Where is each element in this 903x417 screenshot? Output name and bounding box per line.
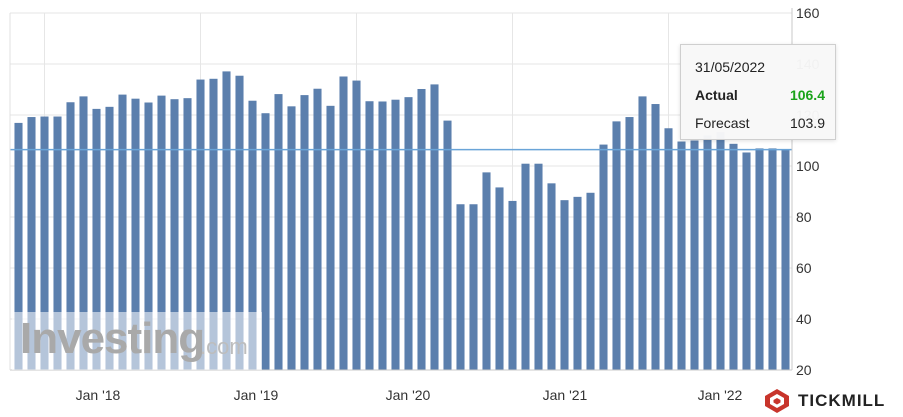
- bar: [768, 148, 777, 370]
- bar: [716, 132, 725, 370]
- tooltip-forecast-value: 103.9: [789, 115, 825, 131]
- tooltip-forecast-row: Forecast 103.9: [695, 115, 825, 131]
- y-tick-label: 60: [796, 260, 812, 276]
- bar: [53, 116, 62, 370]
- bar: [638, 96, 647, 370]
- watermark-suffix: .com: [200, 334, 248, 359]
- brand-name: TICKMILL: [798, 391, 886, 410]
- tooltip-actual-row: Actual 106.4: [695, 87, 825, 103]
- bar: [248, 100, 257, 370]
- tooltip-actual-label: Actual: [695, 87, 738, 103]
- tickmill-logo-icon: [765, 389, 789, 413]
- bar: [755, 148, 764, 370]
- y-tick-label: 20: [796, 362, 812, 378]
- bar: [534, 163, 543, 370]
- y-tick-label: 160: [796, 5, 820, 21]
- bar: [378, 101, 387, 371]
- bar: [326, 105, 335, 370]
- bar: [443, 120, 452, 370]
- bar: [586, 192, 595, 370]
- bar: [469, 204, 478, 370]
- bar: [261, 113, 270, 370]
- bar: [287, 106, 296, 370]
- bar: [690, 140, 699, 370]
- bar: [599, 144, 608, 370]
- bar: [339, 76, 348, 371]
- bar: [157, 95, 166, 371]
- x-tick-label: Jan '20: [386, 387, 431, 403]
- x-tick-label: Jan '22: [698, 387, 743, 403]
- watermark-word: Investing: [20, 314, 205, 363]
- bar: [729, 143, 738, 370]
- bar: [482, 172, 491, 370]
- bar: [742, 152, 751, 370]
- bar: [664, 128, 673, 370]
- bar: [521, 163, 530, 370]
- tickmill-brand: TICKMILL: [764, 388, 885, 414]
- bar: [456, 204, 465, 370]
- bar: [560, 200, 569, 370]
- bar: [677, 141, 686, 370]
- bar: [300, 95, 309, 371]
- bar: [222, 71, 231, 371]
- bar: [573, 196, 582, 370]
- bar: [40, 116, 49, 370]
- bar: [703, 135, 712, 370]
- bar: [625, 117, 634, 370]
- bar: [430, 84, 439, 371]
- bar: [105, 106, 114, 370]
- bar: [417, 88, 426, 371]
- bar: [27, 117, 36, 370]
- y-tick-label: 100: [796, 158, 820, 174]
- bar: [209, 78, 218, 370]
- bar: [495, 187, 504, 370]
- bar: [144, 102, 153, 370]
- bar: [92, 108, 101, 370]
- bar: [170, 99, 179, 370]
- bar: [235, 75, 244, 370]
- bar: [274, 94, 283, 370]
- x-tick-label: Jan '19: [234, 387, 279, 403]
- data-tooltip: 31/05/2022 Actual 106.4 Forecast 103.9: [680, 44, 836, 140]
- bar: [404, 97, 413, 371]
- y-tick-label: 80: [796, 209, 812, 225]
- bar: [79, 96, 88, 370]
- bar: [547, 183, 556, 370]
- tooltip-date: 31/05/2022: [695, 59, 766, 75]
- bars-layer: [14, 71, 790, 371]
- bar: [651, 104, 660, 370]
- x-tick-label: Jan '21: [543, 387, 588, 403]
- bar: [196, 79, 205, 371]
- bar: [313, 88, 322, 371]
- investing-watermark: Investing .com: [12, 312, 262, 370]
- bar: [352, 80, 361, 370]
- tooltip-actual-value: 106.4: [789, 87, 825, 103]
- bar: [183, 98, 192, 371]
- bar: [14, 122, 23, 370]
- tooltip-forecast-label: Forecast: [695, 115, 750, 131]
- bar: [365, 101, 374, 370]
- bar: [612, 121, 621, 370]
- x-tick-label: Jan '18: [76, 387, 121, 403]
- bar: [781, 149, 790, 370]
- y-tick-label: 40: [796, 311, 812, 327]
- bar: [131, 98, 140, 371]
- bar: [66, 102, 75, 370]
- bar: [508, 200, 517, 370]
- bar: [118, 94, 127, 370]
- bar: [391, 99, 400, 370]
